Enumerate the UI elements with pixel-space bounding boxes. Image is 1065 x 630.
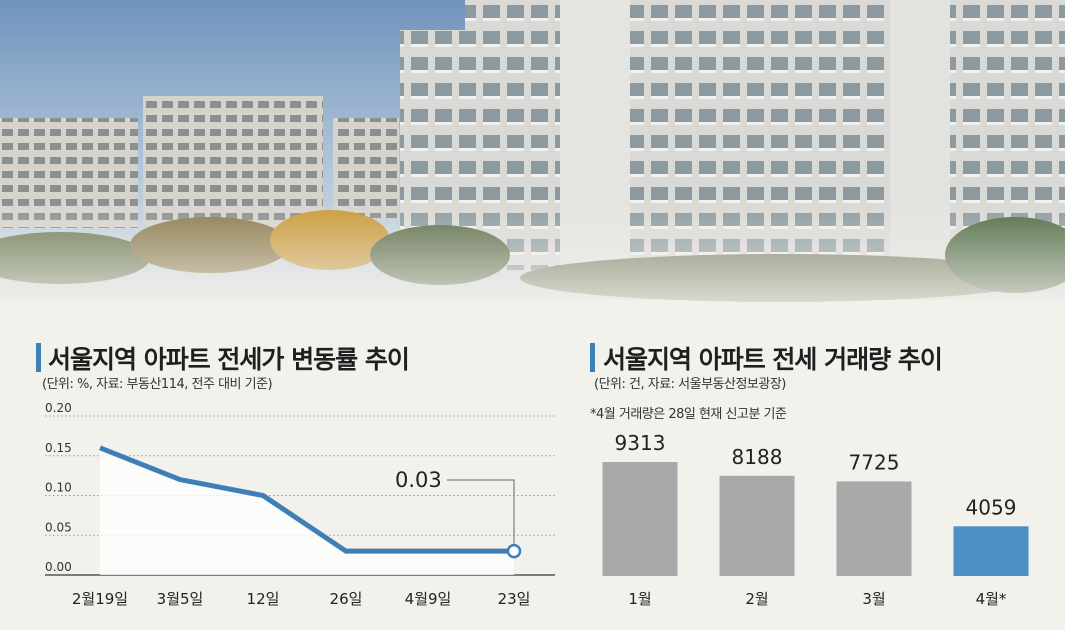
bar-chart-source-note: (단위: 건, 자료: 서울부동산정보광장) (594, 377, 786, 392)
x-tick-label: 2월 (745, 590, 768, 608)
y-tick-label: 0.05 (45, 520, 72, 534)
bar (602, 462, 678, 576)
x-tick-label: 26일 (330, 590, 363, 608)
bar-chart-footnote: *4월 거래량은 28일 현재 신고분 기준 (590, 407, 787, 422)
right-title-bar (590, 343, 595, 372)
bar-value-label: 9313 (615, 431, 666, 455)
x-tick-label: 23일 (498, 590, 531, 608)
x-tick-label: 4월* (976, 590, 1007, 608)
bar (836, 481, 912, 576)
line-area (100, 447, 514, 575)
x-tick-label: 4월9일 (405, 590, 452, 608)
y-tick-label: 0.10 (45, 481, 72, 495)
left-title-bar (36, 343, 41, 372)
series-line (99, 445, 514, 554)
x-tick-label: 3월 (862, 590, 885, 608)
y-tick-label: 0.20 (45, 401, 72, 415)
bar-value-label: 8188 (732, 445, 783, 469)
y-tick-label: 0.15 (45, 441, 72, 455)
line-chart-title: 서울지역 아파트 전세가 변동률 추이 (48, 345, 410, 374)
x-tick-label: 1월 (628, 590, 651, 608)
x-tick-label: 2월19일 (72, 590, 128, 608)
bar (953, 526, 1029, 576)
y-tick-label: 0.00 (45, 560, 72, 574)
bar-value-label: 7725 (849, 450, 900, 474)
bar-value-label: 4059 (966, 495, 1017, 519)
bar-chart-title: 서울지역 아파트 전세 거래량 추이 (603, 345, 943, 374)
line-chart-source-note: (단위: %, 자료: 부동산114, 전주 대비 기준) (42, 377, 273, 392)
annotation-label: 0.03 (395, 468, 442, 492)
bar (719, 475, 795, 576)
x-tick-label: 12일 (247, 590, 280, 608)
last-point-marker (506, 543, 522, 559)
x-tick-label: 3월5일 (157, 590, 204, 608)
annotation-leader (447, 479, 515, 545)
